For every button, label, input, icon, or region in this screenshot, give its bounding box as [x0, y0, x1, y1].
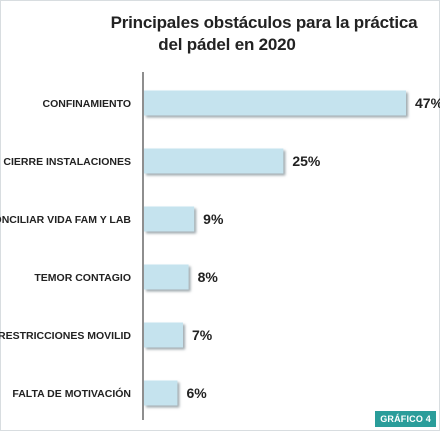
bar-4 — [144, 322, 184, 348]
value-label-2: 9% — [203, 211, 224, 227]
value-label-4: 7% — [192, 327, 213, 343]
category-label-0: CONFINAMIENTO — [43, 98, 131, 110]
bar-1 — [144, 148, 284, 174]
chart-title: Principales obstáculos para la práctica … — [0, 12, 440, 56]
bar-3 — [144, 264, 189, 290]
value-label-0: 47% — [415, 95, 440, 111]
category-label-3: TEMOR CONTAGIO — [34, 272, 131, 284]
title-line-1: Principales obstáculos para la práctica — [110, 13, 418, 32]
chart-badge: GRÁFICO 4 — [375, 411, 436, 427]
category-label-4: RESTRICCIONES MOVILID — [0, 330, 131, 342]
category-label-2: CONCILIAR VIDA FAM Y LAB — [0, 214, 131, 226]
category-label-5: FALTA DE MOTIVACIÓN — [12, 387, 131, 400]
bar-5 — [144, 380, 178, 406]
value-label-1: 25% — [292, 153, 321, 169]
value-label-3: 8% — [198, 269, 219, 285]
category-label-1: CIERRE INSTALACIONES — [3, 156, 131, 168]
bar-2 — [144, 206, 195, 232]
title-line-2: del pádel en 2020 — [158, 35, 296, 54]
value-label-5: 6% — [186, 385, 207, 401]
bar-0 — [144, 90, 406, 116]
